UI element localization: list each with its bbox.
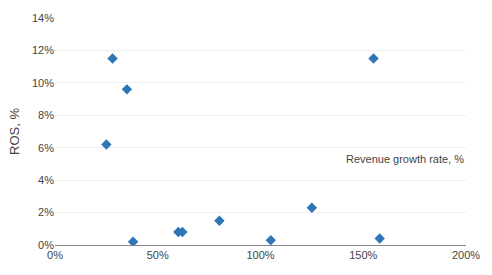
svg-text:ROS, %: ROS, % [7, 108, 22, 155]
svg-text:14%: 14% [32, 12, 54, 24]
svg-text:50%: 50% [147, 249, 169, 261]
svg-text:2%: 2% [38, 206, 54, 218]
svg-text:12%: 12% [32, 44, 54, 56]
svg-text:0%: 0% [38, 239, 54, 251]
svg-text:0%: 0% [47, 249, 63, 261]
svg-text:6%: 6% [38, 142, 54, 154]
svg-text:10%: 10% [32, 77, 54, 89]
svg-text:8%: 8% [38, 109, 54, 121]
svg-text:4%: 4% [38, 174, 54, 186]
svg-text:100%: 100% [246, 249, 274, 261]
svg-text:200%: 200% [452, 249, 480, 261]
svg-text:150%: 150% [349, 249, 377, 261]
svg-text:Revenue growth rate, %: Revenue growth rate, % [346, 153, 464, 165]
